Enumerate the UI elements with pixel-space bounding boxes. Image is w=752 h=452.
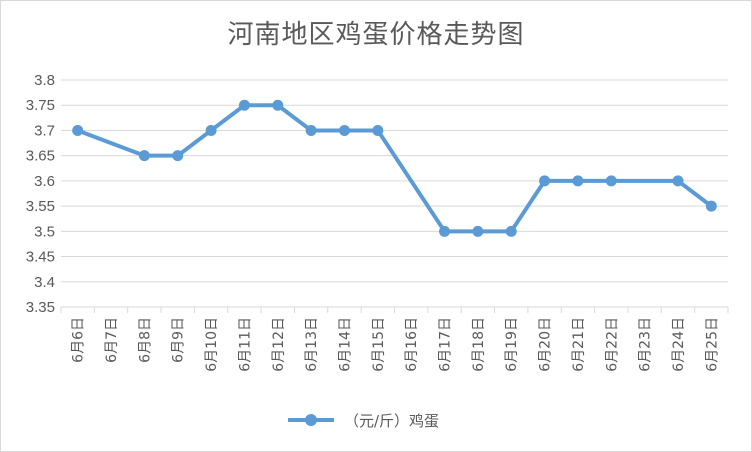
data-point: [338, 124, 350, 136]
x-tick-label: 6月11日: [237, 317, 253, 372]
data-point: [705, 200, 717, 212]
x-tick-label: 6月16日: [404, 317, 420, 372]
data-point: [238, 99, 250, 111]
x-tick-label: 6月22日: [604, 317, 620, 372]
y-tick-label: 3.5: [34, 223, 55, 240]
chart-title: 河南地区鸡蛋价格走势图: [227, 20, 525, 50]
legend-label: （元/斤）鸡蛋: [344, 411, 440, 430]
legend-swatch: [288, 408, 334, 432]
y-tick-label: 3.45: [26, 249, 55, 266]
data-point: [305, 124, 317, 136]
x-tick-label: 6月13日: [304, 317, 320, 372]
data-point: [439, 225, 451, 237]
x-tick-label: 6月25日: [704, 317, 720, 372]
x-tick-label: 6月19日: [504, 317, 520, 372]
y-tick-label: 3.35: [26, 299, 55, 316]
y-tick-label: 3.55: [26, 198, 55, 215]
x-tick-label: 6月7日: [104, 317, 120, 363]
x-tick-label: 6月21日: [571, 317, 587, 372]
x-tick-label: 6月20日: [538, 317, 554, 372]
x-tick-label: 6月18日: [471, 317, 487, 372]
y-tick-label: 3.4: [34, 274, 55, 291]
x-tick-label: 6月23日: [638, 317, 654, 372]
data-point: [372, 124, 384, 136]
data-point: [172, 150, 184, 162]
x-tick-label: 6月17日: [438, 317, 454, 372]
data-point: [205, 124, 217, 136]
y-tick-label: 3.6: [34, 173, 55, 190]
legend: （元/斤）鸡蛋: [288, 408, 439, 432]
y-tick-label: 3.75: [26, 97, 55, 114]
data-point: [72, 124, 84, 136]
data-point: [472, 225, 484, 237]
data-point: [672, 175, 684, 187]
y-tick-label: 3.8: [34, 72, 55, 89]
x-tick-label: 6月8日: [137, 317, 153, 363]
data-point: [605, 175, 617, 187]
data-point: [505, 225, 517, 237]
x-tick-label: 6月24日: [671, 317, 687, 372]
data-point: [539, 175, 551, 187]
x-tick-label: 6月10日: [204, 317, 220, 372]
y-tick-label: 3.65: [26, 148, 55, 165]
x-tick-label: 6月14日: [337, 317, 353, 372]
x-tick-label: 6月9日: [171, 317, 187, 363]
data-point: [138, 150, 150, 162]
x-tick-label: 6月15日: [371, 317, 387, 372]
x-tick-label: 6月6日: [71, 317, 87, 363]
y-tick-label: 3.7: [34, 122, 55, 139]
data-point: [572, 175, 584, 187]
series-line: [75, 103, 714, 234]
data-point: [272, 99, 284, 111]
x-tick-label: 6月12日: [271, 317, 287, 372]
